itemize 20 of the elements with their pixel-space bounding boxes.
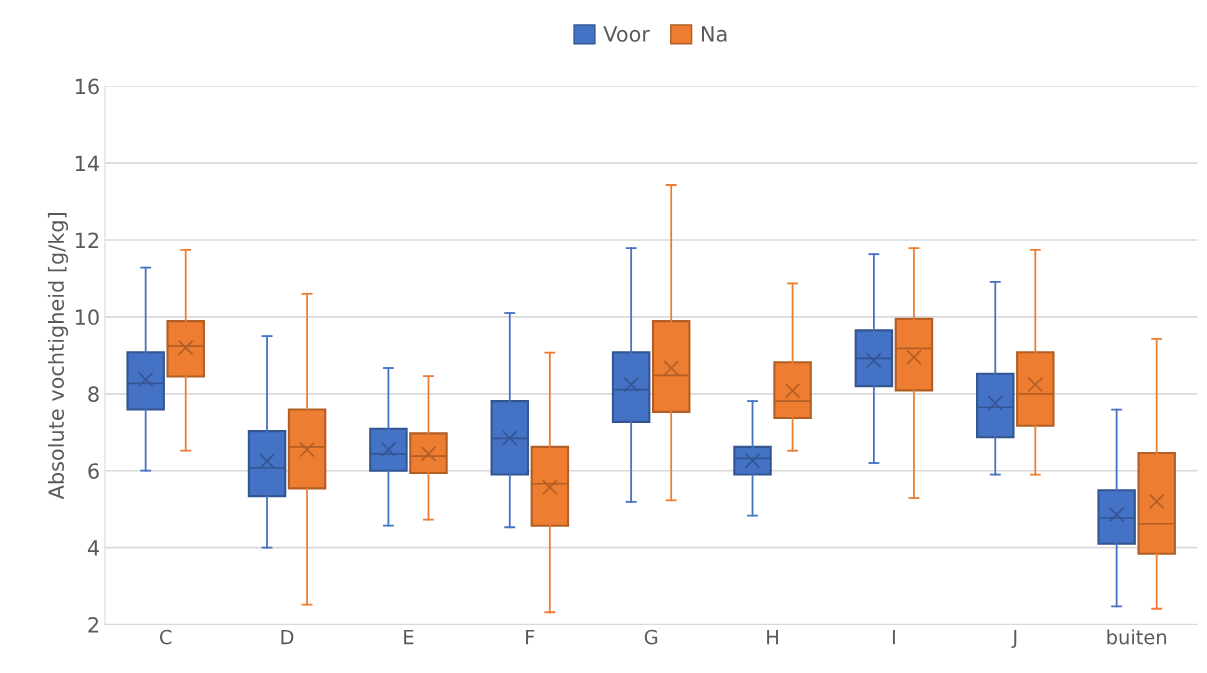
x-tick-label: buiten (1107, 629, 1166, 645)
x-tick-label: E (404, 630, 414, 645)
y-tick-label: 6 (88, 463, 99, 479)
x-tick-label: I (892, 630, 895, 645)
x-tick-label: H (767, 630, 778, 645)
x-tick-label: J (1011, 630, 1017, 649)
x-tick-label: F (526, 630, 535, 645)
y-axis-title: Absolute vochtigheid [g/kg] (47, 213, 69, 500)
y-tick-label: 12 (75, 232, 99, 248)
y-tick-label: 16 (75, 78, 99, 95)
y-tick-label: 4 (87, 540, 99, 556)
y-tick-label: 10 (75, 309, 99, 326)
y-tick-label: 8 (88, 386, 99, 403)
x-tick-label: D (281, 630, 294, 645)
legend-label: Voor (603, 26, 650, 42)
x-tick-label: C (160, 629, 172, 645)
x-tick-label: G (644, 629, 658, 645)
y-tick-label: 14 (75, 155, 99, 171)
y-tick-label: 2 (88, 617, 99, 633)
legend-label: Na (701, 26, 727, 42)
